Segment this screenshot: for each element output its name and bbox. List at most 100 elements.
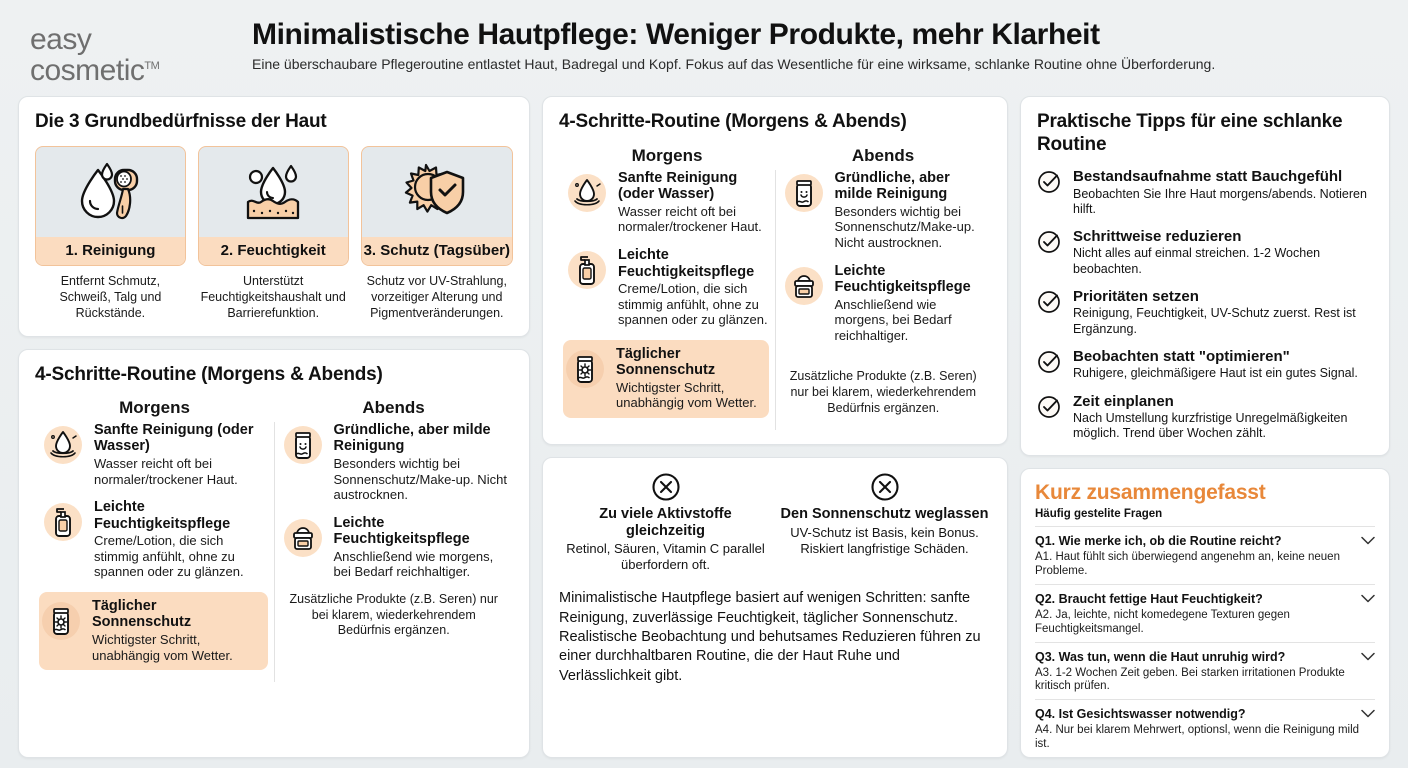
water-droplet-icon — [565, 170, 609, 214]
routine-item-title: Sanfte Reinigung (oder Wasser) — [94, 421, 254, 455]
cream-jar-icon — [782, 263, 826, 307]
tips-card-title: Praktische Tipps für eine schlanke Routi… — [1037, 111, 1343, 155]
sunscreen-tube-icon — [563, 346, 607, 390]
tip-title: Zeit einplanen — [1073, 392, 1174, 410]
chevron-down-icon[interactable] — [1361, 705, 1375, 723]
routine-middle-evening-label: Abends — [851, 145, 915, 165]
circle-x-icon — [559, 472, 772, 502]
tip-desc: Nicht alles auf einmal streichen. 1-2 Wo… — [1073, 246, 1321, 276]
routine-left-morning-column: Sanfte Reinigung (oder Wasser) Wasser re… — [35, 421, 275, 683]
chevron-down-icon[interactable] — [1361, 648, 1375, 666]
faq-answer: A3. 1-2 Wochen Zeit geben. Bei starken i… — [1035, 666, 1345, 693]
routine-item-title: Leichte Feuchtigkeitspflege — [94, 499, 231, 532]
routine-card-left-title: 4-Schritte-Routine (Morgens & Abends) — [35, 363, 383, 385]
routine-left-evening-label: Abends — [362, 397, 425, 417]
face-cleanser-tube-icon — [782, 170, 826, 214]
droplet-skin-layer-icon — [199, 147, 348, 237]
routine-item-desc: Wichtigster Schritt, unabhängig vom Wett… — [616, 379, 757, 411]
mistake-item-2: Den Sonnenschutz weglassen UV-Schutz ist… — [778, 472, 991, 573]
routine-item-desc: Anschließend wie morgens, bei Bedarf rei… — [333, 548, 494, 580]
routine-item-highlighted: Täglicher Sonnenschutz Wichtigster Schri… — [39, 591, 268, 671]
tip-item: Prioritäten setzen Reinigung, Feuchtigke… — [1037, 288, 1373, 337]
tip-desc: Ruhigere, gleichmäßigere Haut ist ein gu… — [1073, 366, 1358, 381]
need-label-1: 1. Reinigung — [36, 236, 185, 265]
routine-item: Sanfte Reinigung (oder Wasser) Wasser re… — [41, 422, 268, 487]
routine-left-morning-label: Morgens — [119, 397, 190, 417]
column-middle: 4-Schritte-Routine (Morgens & Abends) Mo… — [542, 96, 1008, 758]
tip-title: Beobachten statt "optimieren" — [1073, 347, 1290, 365]
routine-item-title: Gründliche, aber milde Reinigung — [834, 169, 950, 203]
brand-logo: easy cosmeticTM — [30, 18, 230, 88]
routine-item: Leichte Feuchtigkeitspflege Anschließend… — [281, 515, 508, 580]
need-desc-1: Entfernt Schmutz, Schweiß, Talg und Rück… — [59, 273, 162, 321]
faq-card: Kurz zusammengefasst Häufig gestelite Fr… — [1020, 468, 1390, 758]
tip-desc: Beobachten Sie Ihre Haut morgens/abends.… — [1073, 186, 1367, 216]
tips-card: Praktische Tipps für eine schlanke Routi… — [1020, 96, 1390, 457]
routine-item: Leichte Feuchtigkeitspflege Creme/Lotion… — [565, 247, 769, 328]
page-subtitle: Eine überschaubare Pflegeroutine entlast… — [252, 55, 1216, 72]
faq-item[interactable]: Q1. Wie merke ich, ob die Routine reicht… — [1035, 526, 1375, 584]
check-circle-icon — [1037, 348, 1063, 379]
routine-item-title: Leichte Feuchtigkeitspflege — [333, 514, 470, 548]
pump-bottle-icon — [41, 499, 85, 543]
column-left: Die 3 Grundbedürfnisse der Haut — [18, 96, 530, 758]
faq-question: Q2. Braucht fettige Haut Feuchtigkeit? — [1035, 591, 1263, 606]
routine-item-desc: Besonders wichtig bei Sonnenschutz/Make-… — [333, 455, 507, 503]
need-card-2: 2. Feuchtigkeit Unterstützt Feuchtigkeit… — [197, 145, 349, 322]
chevron-down-icon[interactable] — [1361, 532, 1375, 550]
header: easy cosmeticTM Minimalistische Hautpfle… — [18, 14, 1390, 96]
faq-question: Q3. Was tun, wenn die Haut unruhig wird? — [1035, 649, 1286, 664]
routine-middle-morning-column: Sanfte Reinigung (oder Wasser) Wasser re… — [559, 169, 776, 431]
need-card-3: 3. Schutz (Tagsüber) Schutz vor UV-Strah… — [360, 145, 513, 322]
faq-answer: A4. Nur bei klarem Mehrwert, optionsl, w… — [1035, 724, 1360, 750]
brand-line-1: easy — [30, 23, 92, 56]
routine-card-middle-title: 4-Schritte-Routine (Morgens & Abends) — [559, 111, 907, 133]
routine-item-desc: Anschließend wie morgens, bei Bedarf rei… — [834, 296, 952, 343]
brand-line-2: cosmetic — [30, 54, 145, 88]
tip-desc: Nach Umstellung kurzfristige Unregelmäßi… — [1073, 410, 1348, 441]
routine-item-desc: Besonders wichtig bei Sonnenschutz/Make-… — [834, 203, 975, 250]
mistake-item-1: Zu viele Aktivstoffe gleichzeitig Retino… — [559, 472, 772, 573]
cream-jar-icon — [281, 515, 325, 559]
routine-item-title: Leichte Feuchtigkeitspflege — [834, 262, 971, 296]
routine-item: Gründliche, aber milde Reinigung Besonde… — [281, 422, 508, 503]
face-cleanser-tube-icon — [281, 422, 325, 466]
routine-middle-evening-column: Gründliche, aber milde Reinigung Besonde… — [776, 170, 992, 430]
routine-item-desc: Creme/Lotion, die sich stimmig anfühlt, … — [94, 533, 244, 580]
faq-question: Q1. Wie merke ich, ob die Routine reicht… — [1035, 534, 1282, 549]
check-circle-icon — [1037, 168, 1063, 199]
faq-item[interactable]: Q2. Braucht fettige Haut Feuchtigkeit? A… — [1035, 583, 1375, 642]
routine-left-evening-column: Gründliche, aber milde Reinigung Besonde… — [275, 422, 514, 682]
tip-item: Zeit einplanen Nach Umstellung kurzfrist… — [1037, 393, 1373, 442]
routine-item-title: Täglicher Sonnenschutz — [616, 345, 716, 379]
mistake-title: Zu viele Aktivstoffe gleichzeitig — [599, 506, 732, 539]
faq-item[interactable]: Q3. Was tun, wenn die Haut unruhig wird?… — [1035, 641, 1375, 700]
sunscreen-tube-icon — [39, 598, 83, 642]
check-circle-icon — [1037, 228, 1063, 259]
routine-item-desc: Wichtigster Schritt, unabhängig vom Wett… — [92, 632, 233, 663]
need-desc-2: Unterstützt Feuchtigkeitshaushalt und Ba… — [200, 273, 346, 321]
routine-item: Sanfte Reinigung (oder Wasser) Wasser re… — [565, 170, 769, 235]
needs-card: Die 3 Grundbedürfnisse der Haut — [18, 96, 530, 337]
check-circle-icon — [1037, 393, 1063, 424]
faq-title: Kurz zusammengefasst — [1035, 481, 1266, 505]
mistakes-card: Zu viele Aktivstoffe gleichzeitig Retino… — [542, 457, 1008, 758]
faq-item[interactable]: Q4. Ist Gesichtswasser notwendig? A4. Nu… — [1035, 699, 1375, 757]
column-right: Praktische Tipps für eine schlanke Routi… — [1020, 96, 1390, 758]
routine-item-title: Sanfte Reinigung (oder Wasser) — [618, 169, 738, 203]
routine-card-left: 4-Schritte-Routine (Morgens & Abends) Mo… — [18, 348, 530, 758]
routine-item: Leichte Feuchtigkeitspflege Anschließend… — [782, 263, 986, 344]
tip-title: Schrittweise reduzieren — [1073, 228, 1242, 246]
routine-evening-note: Zusätzliche Produkte (z.B. Seren) nur be… — [289, 591, 498, 638]
routine-item-title: Leichte Feuchtigkeitspflege — [618, 247, 755, 280]
water-droplet-icon — [41, 422, 85, 466]
faq-answer: A1. Haut fühlt sich überwiegend angenehm… — [1035, 551, 1340, 578]
routine-middle-morning-label: Morgens — [631, 145, 703, 165]
faq-answer: A2. Ja, leichte, nicht komedegene Textur… — [1035, 608, 1290, 635]
chevron-down-icon[interactable] — [1361, 590, 1375, 608]
sun-shield-check-icon — [362, 147, 512, 237]
columns-container: Die 3 Grundbedürfnisse der Haut — [18, 96, 1390, 758]
faq-question: Q4. Ist Gesichtswasser notwendig? — [1035, 707, 1246, 722]
routine-item-desc: Creme/Lotion, die sich stimmig anfühlt, … — [618, 281, 768, 328]
